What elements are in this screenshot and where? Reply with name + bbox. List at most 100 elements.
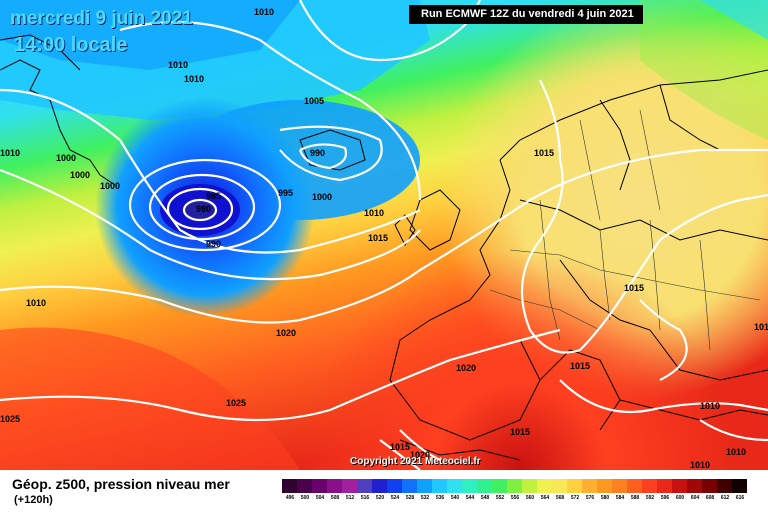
isobar-label: 990	[310, 148, 325, 158]
isobar-label: 1010	[0, 148, 20, 158]
scale-tick-label: 568	[555, 495, 565, 501]
scale-tick-label: 604	[690, 495, 700, 501]
scale-tick-label: 516	[360, 495, 370, 501]
isobar-label: 1000	[70, 170, 90, 180]
scale-swatch	[537, 479, 552, 493]
isobar-label: 1015	[368, 233, 388, 243]
scale-tick-label: 612	[720, 495, 730, 501]
isobar-label: 1015	[510, 427, 530, 437]
isobar-labels: 1010 1010 1010 1005 1010 1000 1000 1000 …	[0, 7, 768, 470]
scale-swatch	[612, 479, 627, 493]
scale-swatch	[387, 479, 402, 493]
scale-tick-label: 584	[615, 495, 625, 501]
scale-tick-label: 600	[675, 495, 685, 501]
isobar-label: 1025	[226, 398, 246, 408]
scale-swatch	[657, 479, 672, 493]
isobar-label: 995	[278, 188, 293, 198]
scale-swatch	[372, 479, 387, 493]
forecast-lead-time: (+120h)	[14, 494, 53, 506]
isobar-label: 1010	[254, 7, 274, 17]
isobar-label: 1010	[700, 401, 720, 411]
isobar-label: 1020	[276, 328, 296, 338]
scale-tick-label: 524	[390, 495, 400, 501]
scale-swatch	[702, 479, 717, 493]
scale-tick-label: 504	[315, 495, 325, 501]
color-scale-legend: 496 500 504 508 512 516 520 524 528 532 536 540 544 5…	[282, 479, 747, 503]
scale-swatch	[447, 479, 462, 493]
scale-tick-label: 512	[345, 495, 355, 501]
isobar-label: 1010	[726, 447, 746, 457]
scale-tick-label: 540	[450, 495, 460, 501]
scale-tick-label: 520	[375, 495, 385, 501]
isobar-label: 1010	[690, 460, 710, 470]
scale-swatch	[432, 479, 447, 493]
scale-swatch	[342, 479, 357, 493]
isobar-label: 980	[196, 204, 211, 214]
scale-tick-label: 548	[480, 495, 490, 501]
scale-tick-label: 596	[660, 495, 670, 501]
scale-tick-label: 572	[570, 495, 580, 501]
scale-swatch	[282, 479, 297, 493]
geopotential-map: 1010 1010 1010 1005 1010 1000 1000 1000 …	[0, 0, 768, 470]
scale-swatch	[567, 479, 582, 493]
isobar-label: 1010	[364, 208, 384, 218]
scale-swatch	[642, 479, 657, 493]
isobar-label: 1010	[168, 60, 188, 70]
scale-swatch	[357, 479, 372, 493]
scale-swatch	[732, 479, 747, 493]
scale-tick-label: 532	[420, 495, 430, 501]
scale-swatch	[507, 479, 522, 493]
scale-swatch	[522, 479, 537, 493]
scale-tick-label: 556	[510, 495, 520, 501]
isobar-label: 1000	[56, 153, 76, 163]
scale-tick-label: 588	[630, 495, 640, 501]
isobar-label: 1015	[570, 361, 590, 371]
isobar-label: 1020	[410, 450, 430, 460]
scale-swatch	[492, 479, 507, 493]
isobar-label: 1020	[456, 363, 476, 373]
scale-tick-label: 528	[405, 495, 415, 501]
scale-swatch	[597, 479, 612, 493]
map-title: Géop. z500, pression niveau mer	[12, 476, 230, 492]
scale-tick-label: 496	[285, 495, 295, 501]
scale-swatch	[327, 479, 342, 493]
copyright: Copyright 2021 Meteociel.fr	[350, 456, 481, 467]
isobar-label: 1015	[754, 322, 768, 332]
isobar-label: 985	[206, 191, 221, 201]
scale-tick-label: 544	[465, 495, 475, 501]
isobar-label: 1015	[624, 283, 644, 293]
scale-tick-label: 608	[705, 495, 715, 501]
scale-tick-label: 508	[330, 495, 340, 501]
scale-tick-label: 592	[645, 495, 655, 501]
model-run-label: Run ECMWF 12Z du vendredi 4 juin 2021	[409, 5, 643, 24]
isobar-label: 1005	[304, 96, 324, 106]
scale-tick-label: 576	[585, 495, 595, 501]
isobar-label: 1000	[100, 181, 120, 191]
scale-tick-label: 564	[540, 495, 550, 501]
borders	[489, 109, 761, 351]
scale-tick-label: 500	[300, 495, 310, 501]
scale-swatch	[417, 479, 432, 493]
scale-tick-label: 616	[735, 495, 745, 501]
scale-tick-label: 536	[435, 495, 445, 501]
scale-swatch	[402, 479, 417, 493]
scale-swatch	[297, 479, 312, 493]
scale-swatch	[672, 479, 687, 493]
scale-swatch	[582, 479, 597, 493]
scale-swatch	[312, 479, 327, 493]
scale-swatch	[717, 479, 732, 493]
isobar-label: 1010	[26, 298, 46, 308]
isobar-label: 1000	[312, 192, 332, 202]
isobar-label: 1010	[184, 74, 204, 84]
forecast-date: mercredi 9 juin 2021	[10, 8, 193, 29]
scale-swatch	[687, 479, 702, 493]
forecast-time: 14:00 locale	[14, 34, 128, 56]
isobar-label: 990	[206, 239, 221, 249]
scale-tick-label: 552	[495, 495, 505, 501]
isobars	[0, 0, 768, 470]
scale-tick-label: 580	[600, 495, 610, 501]
scale-swatch	[627, 479, 642, 493]
scale-swatch	[462, 479, 477, 493]
isobar-label: 1015	[534, 148, 554, 158]
